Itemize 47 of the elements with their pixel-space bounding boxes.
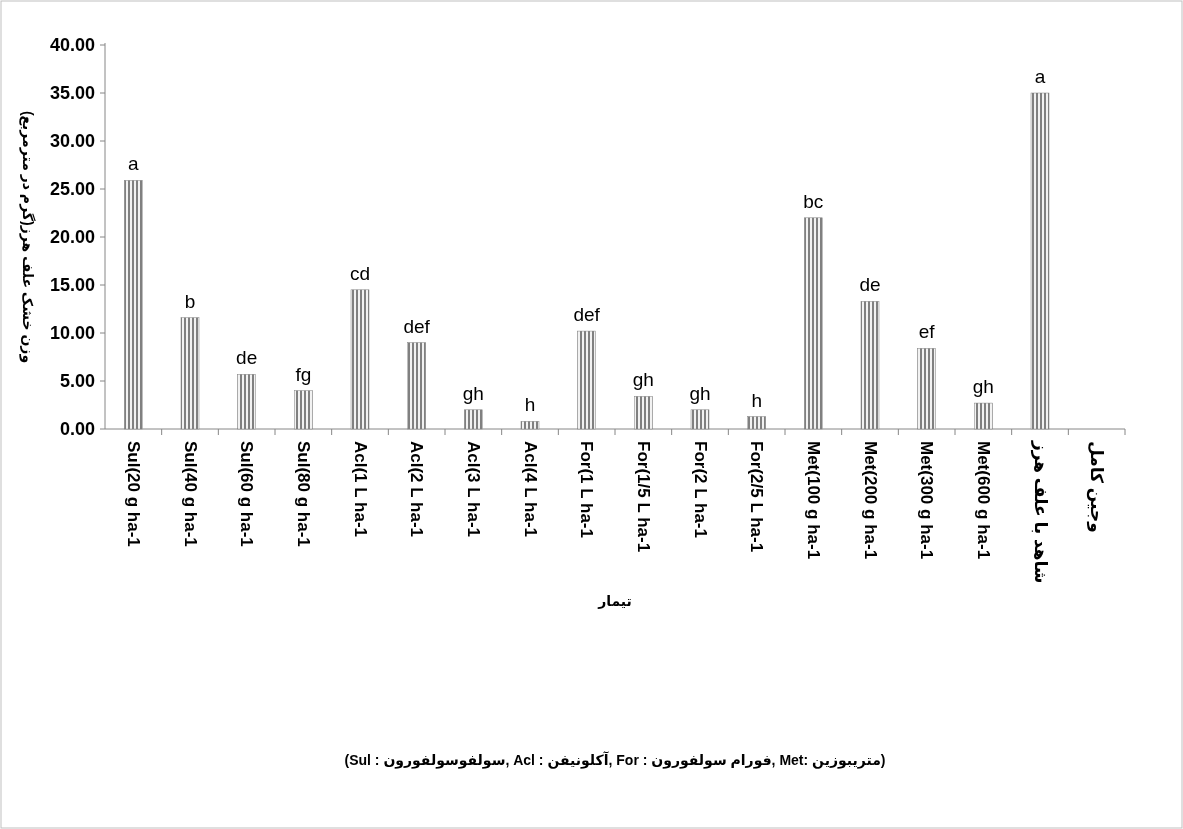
- y-tick-label: 15.00: [49, 275, 95, 295]
- data-label: gh: [689, 382, 711, 404]
- y-tick-label: 5.00: [59, 371, 95, 391]
- x-tick-label: For(2/5 L ha-1: [747, 441, 767, 553]
- x-tick-label: وجین کامل: [1086, 441, 1107, 533]
- data-label: de: [236, 347, 258, 369]
- x-tick-label: شاهد با علف هرز: [1029, 440, 1050, 584]
- y-tick-label: 35.00: [49, 83, 95, 103]
- data-label: gh: [462, 382, 484, 404]
- y-tick-label: 40.00: [49, 35, 95, 55]
- x-tick-label: Acl(3 L ha-1: [463, 441, 483, 538]
- text: (متریبوزین :Met ,فورام سولفورون : For ,آکلونیفن : Acl ,سولفوسولفورون : Sul): [344, 751, 886, 769]
- x-tick-label: Met(200 g ha-1: [860, 441, 880, 560]
- y-tick-label: 10.00: [49, 323, 95, 343]
- data-label: def: [403, 315, 431, 337]
- x-tick-label: Met(600 g ha-1: [973, 441, 993, 560]
- x-axis-title: تیمار: [597, 592, 632, 609]
- data-label: ef: [918, 321, 936, 343]
- x-tick-label: Met(300 g ha-1: [917, 441, 937, 560]
- data-label: fg: [295, 363, 312, 385]
- data-label: def: [573, 304, 601, 326]
- x-tick-label: For(1/5 L ha-1: [633, 441, 653, 553]
- x-tick-label: Sul(80 g ha-1: [293, 441, 313, 547]
- data-label: gh: [632, 369, 654, 391]
- data-label: b: [184, 290, 196, 312]
- data-label: h: [751, 389, 762, 411]
- x-tick-label: Met(100 g ha-1: [803, 441, 823, 560]
- x-tick-label: Acl(4 L ha-1: [520, 441, 540, 538]
- x-tick-label: Sul(20 g ha-1: [123, 441, 143, 547]
- y-tick-label: 0.00: [59, 419, 95, 439]
- y-tick-label: 25.00: [49, 179, 95, 199]
- x-tick-label: For(2 L ha-1: [690, 441, 710, 538]
- data-label: a: [1034, 66, 1046, 87]
- x-tick-label: Acl(1 L ha-1: [350, 441, 370, 538]
- y-tick-label: 30.00: [49, 131, 95, 151]
- data-label: cd: [349, 262, 371, 284]
- x-tick-label: For(1 L ha-1: [577, 441, 597, 538]
- x-tick-label: Sul(60 g ha-1: [237, 441, 257, 547]
- y-axis-title: وزن خشک علف هرز(گرم در مترمربع): [19, 110, 36, 364]
- data-label: bc: [803, 190, 824, 212]
- x-tick-label: Sul(40 g ha-1: [180, 441, 200, 547]
- data-label: gh: [972, 376, 994, 398]
- y-tick-label: 20.00: [49, 227, 95, 247]
- data-label: a: [128, 153, 140, 175]
- data-label: h: [524, 394, 536, 416]
- x-tick-label: Acl(2 L ha-1: [407, 441, 427, 538]
- data-label: de: [859, 274, 881, 296]
